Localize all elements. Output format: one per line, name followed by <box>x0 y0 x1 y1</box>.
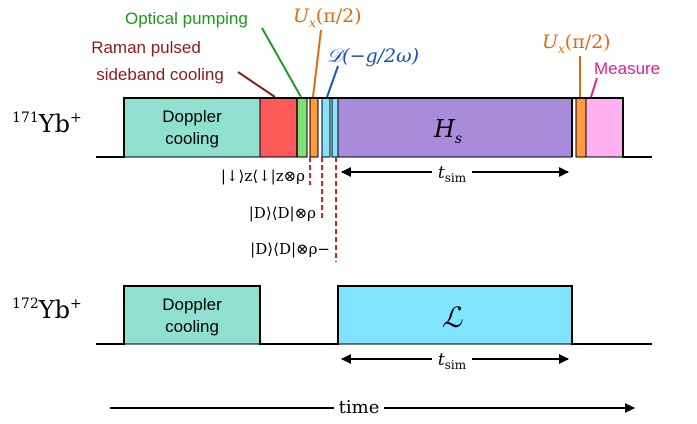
hs-block <box>337 97 573 158</box>
measure-annotation: Measure <box>594 59 660 78</box>
optical-pumping-block <box>296 97 308 158</box>
time-label: time <box>339 397 380 418</box>
measure-block <box>585 97 624 158</box>
raman-pointer <box>237 71 276 98</box>
tsim-label-172: tsim <box>438 350 467 372</box>
ux-pulse-1 <box>309 97 319 158</box>
ux-pulse-2 <box>575 97 587 158</box>
raman-annotation-line2: sideband cooling <box>96 65 224 84</box>
doppler-171-line2: cooling <box>165 129 219 148</box>
displacement-pointer <box>326 65 339 98</box>
raman-cooling-block <box>259 97 298 158</box>
baseline-172 <box>96 285 652 345</box>
measure-pointer <box>590 77 598 98</box>
optical-pointer <box>261 27 302 98</box>
ion-171-label: 171Yb+ <box>12 110 82 138</box>
state-label-2: |D⟩⟨D|⊗ρ <box>249 204 316 222</box>
doppler-cooling-block-171 <box>123 97 261 158</box>
doppler-172-line2: cooling <box>165 317 219 336</box>
baseline-171 <box>96 97 652 158</box>
state-label-3: |D⟩⟨D|⊗ρ− <box>250 240 330 258</box>
hs-label: Hs <box>433 115 462 147</box>
displacement-annotation: 𝒟(−g/2ω) <box>327 45 419 67</box>
ux1-annotation: Ux(π/2) <box>293 5 362 30</box>
ux2-annotation: Ux(π/2) <box>542 31 611 56</box>
optical-pumping-annotation: Optical pumping <box>125 9 248 28</box>
ux-pulse-1b <box>331 97 339 158</box>
displacement-pulse <box>321 97 331 158</box>
ux1-pointer <box>312 29 322 98</box>
state-label-1: |↓⟩z⟨↓|z⊗ρ <box>221 167 305 185</box>
ion-172-label: 172Yb+ <box>12 296 82 324</box>
doppler-172-line1: Doppler <box>162 295 222 314</box>
tsim-label-171: tsim <box>438 163 467 185</box>
doppler-171-line1: Doppler <box>162 107 222 126</box>
raman-annotation-line1: Raman pulsed <box>91 38 201 57</box>
lindblad-label: ℒ <box>442 301 463 334</box>
